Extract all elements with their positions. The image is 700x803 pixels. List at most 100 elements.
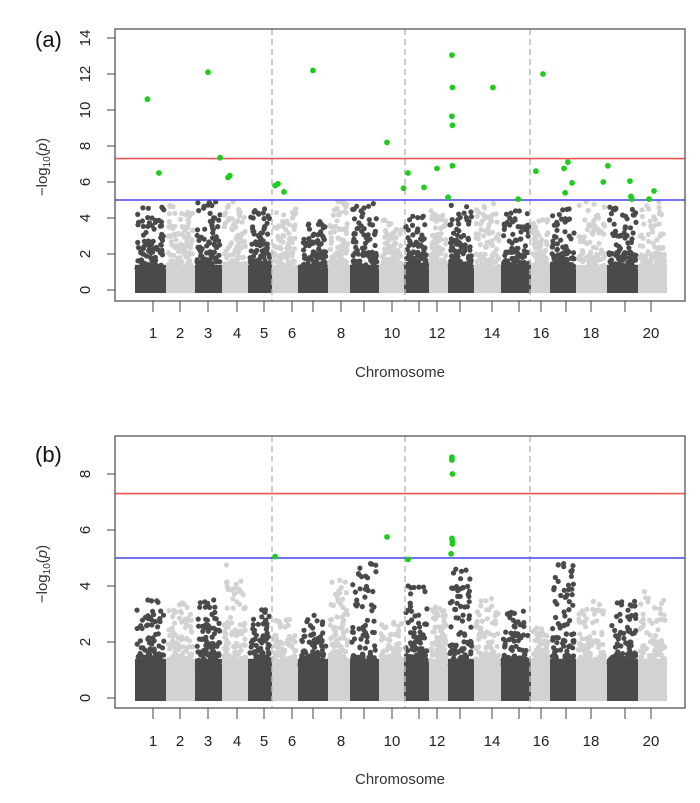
snp-point <box>209 235 216 241</box>
snp-point <box>358 208 364 214</box>
snp-point <box>199 253 205 259</box>
snp-point <box>552 598 558 605</box>
snp-point <box>467 576 473 582</box>
snp-point <box>370 588 376 595</box>
snp-point <box>596 607 603 614</box>
snp-point <box>201 203 207 209</box>
snp-point <box>362 594 368 600</box>
snp-point <box>553 614 559 621</box>
snp-point <box>506 238 512 244</box>
snp-point <box>178 608 184 615</box>
snp-point <box>558 661 564 667</box>
snp-point <box>291 259 297 265</box>
snp-point <box>429 607 435 613</box>
snp-point <box>485 225 491 231</box>
snp-point <box>200 628 206 634</box>
snp-point <box>160 652 166 658</box>
snp-point <box>251 630 257 636</box>
snp-point <box>238 658 245 664</box>
snp-point <box>389 231 395 237</box>
snp-point <box>229 660 235 667</box>
snp-point <box>544 219 550 225</box>
snp-point <box>568 661 574 667</box>
chromosome-6-points <box>271 206 299 293</box>
snp-point <box>321 661 327 668</box>
snp-point <box>654 258 661 264</box>
snp-point <box>437 251 444 257</box>
snp-point <box>484 616 490 622</box>
snp-point <box>620 651 626 657</box>
snp-point <box>558 592 564 599</box>
snp-point <box>187 611 193 618</box>
snp-point <box>398 243 404 249</box>
snp-point <box>171 265 177 271</box>
snp-point <box>313 661 320 668</box>
snp-point <box>222 264 228 271</box>
snp-point <box>343 210 349 216</box>
snp-point <box>336 263 343 269</box>
snp-point <box>524 211 531 217</box>
snp-point <box>408 608 415 614</box>
chromosome-6-points <box>271 617 299 701</box>
snp-point <box>283 226 289 233</box>
chromosome-13-points <box>447 566 475 701</box>
snp-point <box>155 631 161 637</box>
snp-point <box>399 621 405 627</box>
snp-point <box>489 620 496 626</box>
snp-point <box>194 227 201 233</box>
snp-point <box>232 644 238 650</box>
snp-point <box>285 637 292 643</box>
snp-point <box>158 242 164 248</box>
snp-point <box>335 661 341 667</box>
snp-point <box>328 616 334 623</box>
snp-point <box>658 263 664 270</box>
snp-point <box>591 201 597 207</box>
snp-point <box>134 625 140 632</box>
snp-point <box>242 243 248 249</box>
snp-point <box>310 249 316 255</box>
snp-point <box>506 610 512 617</box>
snp-point <box>340 621 346 627</box>
y-tick-label: 4 <box>77 214 94 222</box>
snp-point <box>590 598 597 605</box>
snp-point <box>206 265 212 271</box>
significant-snp-point <box>449 113 455 120</box>
snp-point <box>275 661 281 667</box>
snp-point <box>241 605 247 612</box>
snp-point <box>541 249 547 255</box>
snp-point <box>584 661 590 668</box>
snp-point <box>207 604 213 611</box>
snp-point <box>305 657 311 664</box>
snp-point <box>357 565 363 571</box>
snp-point <box>152 661 158 668</box>
snp-point <box>595 645 602 651</box>
chromosome-5-points <box>247 607 273 701</box>
snp-point <box>224 605 230 611</box>
snp-point <box>489 603 495 609</box>
snp-point <box>167 252 174 258</box>
snp-point <box>506 637 512 643</box>
snp-point <box>225 586 231 593</box>
snp-point <box>614 264 620 270</box>
snp-point <box>450 570 457 576</box>
snp-point <box>637 625 644 631</box>
snp-point <box>292 264 299 270</box>
snp-point <box>262 206 268 212</box>
snp-point <box>385 661 391 667</box>
snp-point <box>554 246 561 252</box>
snp-point <box>177 231 183 237</box>
snp-point <box>489 242 495 249</box>
snp-point <box>533 653 539 659</box>
snp-point <box>281 233 287 239</box>
snp-point <box>647 218 653 224</box>
snp-point <box>353 239 359 245</box>
snp-point <box>331 229 338 235</box>
snp-point <box>321 249 327 255</box>
snp-point <box>392 235 398 241</box>
snp-point <box>356 656 363 662</box>
snp-point <box>159 252 166 258</box>
snp-point <box>189 644 195 650</box>
snp-point <box>146 659 153 666</box>
snp-point <box>383 624 389 630</box>
snp-point <box>637 648 643 654</box>
